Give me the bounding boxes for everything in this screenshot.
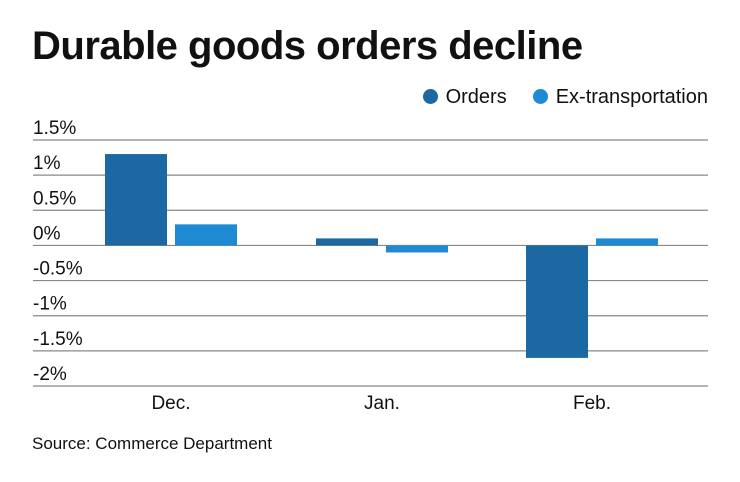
bar-orders-feb: [526, 245, 588, 358]
legend-swatch-orders: [422, 89, 438, 104]
legend-label-orders: Orders: [445, 86, 507, 108]
bar-ex-transportation-feb: [596, 238, 658, 246]
x-tick-label: Jan.: [364, 393, 400, 414]
y-tick-label: 0%: [33, 223, 61, 244]
source-note: Source: Commerce Department: [32, 434, 272, 453]
legend-label-ex-transportation: Ex-transportation: [555, 86, 708, 108]
y-tick-label: -1%: [33, 294, 67, 315]
bar-ex-transportation-dec: [175, 224, 237, 246]
bar-orders-jan: [316, 238, 378, 246]
legend-swatch-ex-transportation: [532, 89, 548, 104]
bar-ex-transportation-jan: [386, 245, 448, 253]
x-tick-label: Dec.: [151, 393, 190, 414]
y-tick-label: -1.5%: [33, 329, 83, 350]
y-tick-label: 0.5%: [33, 188, 76, 209]
legend-item-ex-transportation: Ex-transportation: [532, 86, 708, 109]
chart-title: Durable goods orders decline: [32, 24, 583, 68]
legend: Orders Ex-transportation: [422, 86, 708, 109]
y-tick-label: -2%: [33, 364, 67, 385]
y-tick-label: 1%: [33, 153, 61, 174]
legend-item-orders: Orders: [422, 86, 507, 109]
y-tick-label: -0.5%: [33, 259, 83, 280]
y-tick-label: 1.5%: [33, 118, 76, 139]
x-tick-label: Feb.: [573, 393, 611, 414]
bar-orders-dec: [105, 154, 167, 246]
